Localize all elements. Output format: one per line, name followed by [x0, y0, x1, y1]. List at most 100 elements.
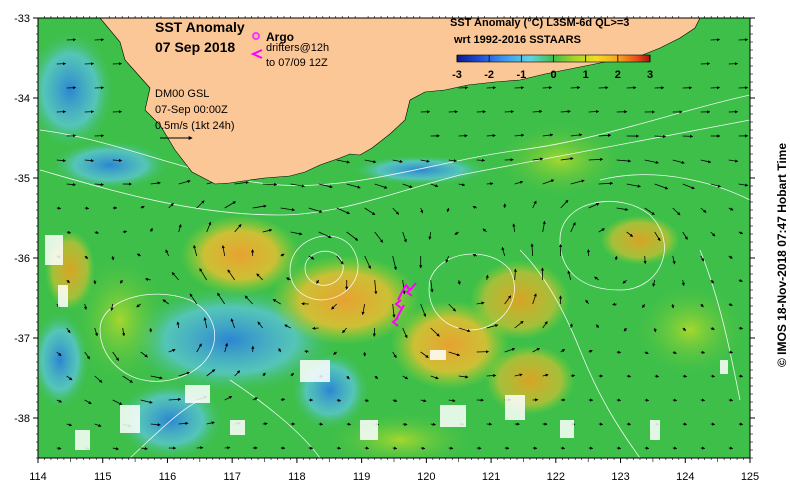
current-arrow	[121, 327, 126, 337]
current-arrow	[308, 207, 323, 213]
colorbar-tick-label: -2	[484, 69, 494, 81]
current-arrow	[56, 399, 63, 403]
current-arrow	[206, 369, 216, 377]
current-arrow	[193, 244, 198, 257]
current-arrow	[136, 303, 141, 308]
current-arrow	[486, 133, 496, 138]
current-arrow	[221, 244, 226, 257]
current-arrow	[542, 86, 553, 90]
current-arrow	[588, 157, 604, 161]
current-arrow	[626, 374, 632, 378]
current-arrow	[616, 159, 632, 163]
current-arrow	[446, 207, 450, 213]
anomaly-patch	[490, 120, 630, 200]
current-arrow	[227, 269, 236, 281]
current-arrow	[682, 183, 695, 190]
current-arrow	[392, 446, 398, 450]
current-arrow	[224, 342, 228, 353]
current-arrow	[112, 158, 123, 163]
ssh-contour-line	[304, 250, 344, 286]
current-arrow	[738, 183, 749, 187]
current-arrow	[110, 303, 114, 312]
colorbar-title-1: SST Anomaly (°C) L3SM-6d QL>=3	[450, 17, 629, 29]
current-arrow	[672, 159, 685, 164]
current-arrow	[710, 326, 715, 330]
current-arrow	[56, 158, 67, 163]
current-arrow	[280, 398, 286, 402]
current-arrow	[318, 231, 332, 239]
current-vectors	[56, 38, 749, 451]
drifter-marker-a	[394, 299, 402, 309]
colorbar-tick-label: -3	[452, 69, 462, 81]
current-arrow	[570, 86, 581, 90]
anomaly-patch	[50, 140, 170, 190]
current-model: DM00 GSL	[155, 88, 209, 100]
current-arrow	[542, 373, 549, 377]
current-arrow	[304, 350, 309, 354]
current-arrow	[532, 200, 537, 209]
current-arrow	[542, 133, 554, 137]
current-arrow	[472, 253, 477, 257]
current-arrow	[700, 350, 706, 354]
current-arrow	[472, 205, 477, 209]
current-arrow	[83, 303, 87, 311]
current-arrow	[402, 327, 408, 339]
current-arrow	[642, 303, 646, 309]
current-arrow	[342, 327, 347, 334]
current-arrow	[224, 396, 233, 401]
current-arrow	[392, 303, 396, 318]
current-arrow	[336, 255, 344, 265]
current-arrow	[588, 203, 600, 209]
current-arrow	[672, 350, 677, 354]
x-tick-label: 123	[611, 471, 629, 483]
current-arrow	[612, 302, 617, 306]
current-arrow	[420, 446, 426, 450]
ssh-contour-line	[39, 119, 750, 216]
current-arrow	[504, 110, 515, 114]
cloud-gap	[185, 385, 210, 403]
y-axis: -33-34-35-36-37-38	[14, 13, 755, 459]
current-arrow	[560, 157, 574, 161]
current-arrow	[56, 206, 62, 210]
current-arrow	[420, 399, 427, 403]
current-arrow	[230, 318, 236, 329]
current-arrow	[331, 303, 337, 310]
current-arrow	[644, 207, 655, 215]
current-arrow	[504, 295, 512, 305]
x-tick-label: 124	[676, 471, 694, 483]
cloud-gap	[505, 395, 525, 420]
current-arrow	[616, 350, 622, 354]
current-arrow	[189, 293, 198, 305]
current-arrow	[346, 422, 352, 426]
anomaly-patch	[630, 280, 750, 380]
current-arrow	[336, 159, 351, 164]
current-arrow	[614, 255, 619, 261]
current-arrow	[290, 183, 306, 188]
current-arrow	[84, 206, 90, 210]
colorbar-tick-label: -1	[516, 69, 526, 81]
x-tick-label: 115	[94, 471, 112, 483]
current-arrow	[66, 423, 73, 427]
current-arrow	[458, 375, 469, 379]
current-arrow	[654, 134, 667, 139]
current-arrow	[728, 350, 734, 354]
current-arrow	[512, 223, 516, 233]
y-tick-label: -34	[14, 93, 30, 105]
current-arrow	[682, 231, 688, 240]
current-arrow	[700, 159, 712, 164]
colorbar-tick-label: 0	[550, 69, 556, 81]
current-arrow	[626, 231, 634, 237]
current-arrow	[278, 348, 282, 353]
current-arrow	[738, 278, 743, 282]
current-arrow	[112, 351, 120, 362]
current-arrow	[514, 133, 525, 137]
ssh-contour-line	[129, 399, 201, 458]
current-arrow	[112, 399, 123, 405]
current-arrow	[700, 255, 705, 262]
current-arrow	[560, 349, 566, 353]
current-arrow	[316, 279, 320, 284]
current-arrow	[217, 292, 226, 305]
current-arrow	[374, 375, 379, 379]
current-arrow	[652, 279, 656, 287]
current-arrow	[234, 370, 241, 377]
